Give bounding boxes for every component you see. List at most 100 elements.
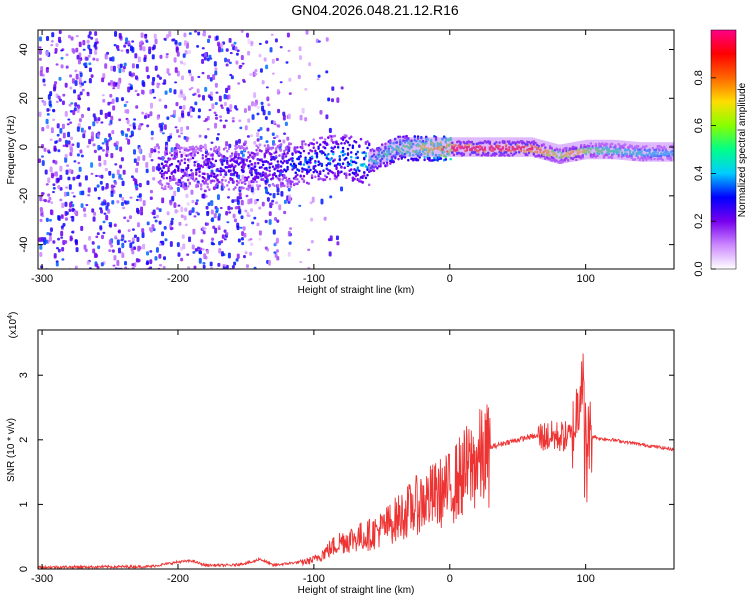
spectrogram-cell	[86, 145, 90, 149]
spectrogram-cell	[235, 146, 239, 150]
spectrogram-cell	[230, 207, 234, 210]
spectrogram-cell	[343, 142, 346, 145]
spectrogram-cell	[230, 154, 234, 157]
spectrogram-halo	[655, 142, 658, 162]
spectrogram-cell	[67, 176, 71, 181]
spectrogram-cell	[177, 252, 181, 257]
spectrogram-cell	[178, 179, 182, 182]
spectrogram-cell	[288, 193, 292, 197]
spectrogram-cell	[67, 118, 71, 121]
spectrogram-cell	[348, 143, 351, 147]
spectrogram-cell	[270, 155, 273, 159]
spectrogram-halo	[669, 142, 672, 162]
spectrogram-cell	[39, 70, 43, 77]
spectrogram-cell	[329, 195, 333, 199]
spectrogram-cell	[125, 133, 129, 138]
spectrogram-cell	[74, 102, 78, 107]
spectrogram-cell	[307, 182, 311, 185]
spectrogram-cell	[62, 132, 66, 139]
spectrogram-cell	[105, 56, 109, 60]
spectrogram-halo	[425, 137, 428, 157]
spectrogram-halo	[574, 141, 577, 162]
spectrogram-cell	[170, 186, 174, 190]
spectrogram-cell	[166, 116, 170, 121]
spectrogram-cell	[279, 148, 283, 152]
spectrogram-cell	[198, 257, 202, 264]
spectrogram-halo	[565, 143, 568, 163]
spectrogram-cell	[193, 153, 196, 156]
spectrogram-cell	[310, 149, 314, 153]
spectrogram-cell	[196, 45, 200, 48]
spectrogram-cell	[224, 57, 228, 63]
spectrogram-cell	[169, 157, 172, 161]
spectrogram-cell	[359, 137, 363, 141]
spectrogram-cell	[38, 158, 42, 164]
spectrogram-cell	[241, 62, 245, 65]
spectrogram-cell	[206, 57, 210, 62]
spectrogram-cell	[222, 185, 226, 189]
spectrogram-cell	[317, 174, 320, 178]
spectrogram-cell	[276, 164, 280, 168]
spectrogram-cell	[113, 255, 117, 261]
spectrogram-cell	[135, 167, 139, 173]
spectrogram-cell	[323, 178, 327, 181]
spectrogram-cell	[54, 171, 58, 177]
spectrogram-cell	[297, 180, 301, 184]
spectrogram-cell	[312, 138, 315, 142]
spectrogram-cell	[87, 34, 91, 39]
spectrogram-cell	[68, 168, 72, 173]
spectrogram-cell	[215, 91, 219, 94]
spectrogram-cell	[273, 136, 277, 140]
spectrogram-cell	[297, 74, 301, 80]
spectrogram-cell	[164, 187, 167, 191]
spectrogram-cell	[299, 162, 302, 166]
spectrogram-cell	[198, 170, 201, 174]
spectrogram-cell	[191, 207, 195, 213]
spectrogram-cell	[70, 146, 74, 153]
spectrogram-cell	[173, 109, 177, 116]
spectrogram-cell	[87, 194, 91, 197]
spectrogram-cell	[55, 43, 59, 48]
spectrogram-cell	[221, 163, 224, 166]
spectrogram-cell	[79, 85, 83, 88]
spectrogram-cell	[244, 125, 248, 131]
spectrogram-cell	[214, 101, 218, 106]
spectrogram-cell	[213, 111, 217, 114]
spectrogram-cell	[210, 141, 214, 144]
spectrogram-cell	[273, 158, 276, 161]
spectrogram-cell	[51, 190, 55, 194]
spectrogram-cell	[92, 143, 96, 147]
spectrogram-cell	[169, 241, 173, 247]
spectrogram-cell	[159, 167, 162, 170]
spectrogram-cell	[327, 238, 331, 242]
spectrogram-cell	[39, 207, 43, 212]
spectrogram-cell	[288, 241, 292, 245]
spectrogram-cell	[270, 162, 273, 166]
spectrogram-cell	[120, 238, 124, 242]
spectrogram-cell	[353, 177, 356, 181]
spectrogram-cell	[289, 142, 293, 146]
spectrogram-cell	[98, 162, 102, 167]
spectrogram-cell	[246, 135, 250, 138]
spectrogram-cell	[47, 193, 51, 197]
spectrogram-cell	[188, 69, 192, 74]
spectrogram-halo	[519, 137, 522, 157]
spectrogram-cell	[151, 81, 155, 86]
spectrogram-cell	[151, 166, 155, 173]
spectrogram-cell	[311, 196, 315, 203]
spectrogram-cell	[257, 129, 261, 132]
spectrogram-cell	[169, 132, 173, 136]
spectrogram-cell	[240, 199, 244, 206]
spectrogram-cell	[256, 158, 260, 161]
spectrogram-cell	[333, 134, 337, 138]
spectrogram-cell	[41, 214, 45, 218]
spectrogram-cell	[225, 87, 229, 94]
spectrogram-cell	[183, 215, 187, 221]
spectrogram-cell	[206, 172, 209, 176]
snr-y-multiplier-base: (x10	[8, 318, 19, 338]
spectrogram-halo	[372, 149, 375, 170]
spectrogram-cell	[122, 169, 126, 175]
spectrogram-halo	[508, 137, 511, 157]
spectrogram-cell	[214, 82, 218, 88]
spectrogram-cell	[287, 230, 291, 237]
